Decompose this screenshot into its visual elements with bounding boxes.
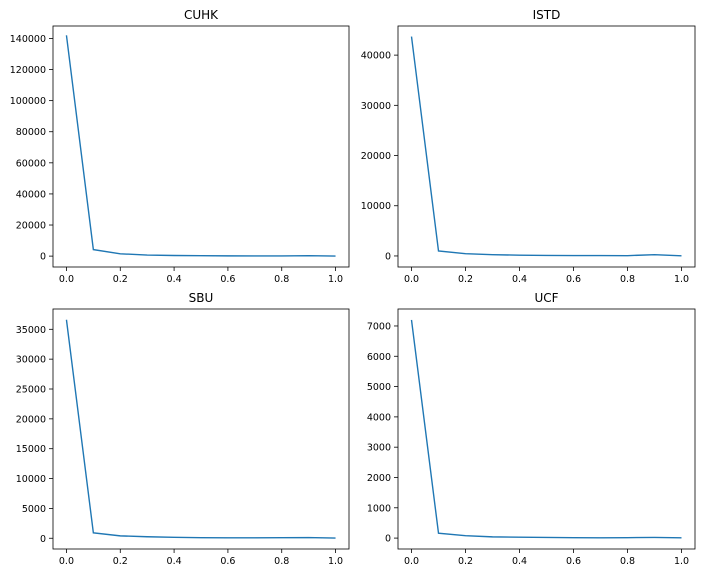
y-tick-label: 40000 <box>16 189 46 200</box>
x-tick-label: 0.2 <box>113 556 128 567</box>
series-line <box>410 36 682 257</box>
y-tick-label: 25000 <box>16 385 46 396</box>
x-tick-label: 1.0 <box>674 556 689 567</box>
x-tick-label: 0.6 <box>220 556 235 567</box>
x-tick-label: 0.4 <box>512 556 527 567</box>
y-tick-label: 10000 <box>361 201 391 212</box>
subplot-sbu: SBU 0.0 0.2 0.4 0.6 0.8 1.0 0 5000 10000 15000 200… <box>16 291 350 567</box>
axes-frame <box>397 308 696 550</box>
x-tick-label: 0.2 <box>458 556 473 567</box>
y-tick-label: 4000 <box>367 412 391 423</box>
y-tick-label: 140000 <box>10 34 46 45</box>
y-tick-label: 20000 <box>16 221 46 232</box>
y-tick-label: 20000 <box>361 151 391 162</box>
x-tick-label: 0.0 <box>59 556 74 567</box>
y-tick-label: 30000 <box>361 101 391 112</box>
y-tick-label: 0 <box>385 251 391 262</box>
series-line <box>410 319 682 539</box>
y-tick-label: 3000 <box>367 443 391 454</box>
subplot-title: CUHK <box>184 8 219 22</box>
subplot-title: SBU <box>189 291 214 305</box>
subplot-ucf: UCF 0.0 0.2 0.4 0.6 0.8 1.0 0 1000 2000 3000 4000 5… <box>367 291 696 567</box>
series-line <box>65 35 336 257</box>
y-tick-label: 10000 <box>16 474 46 485</box>
y-tick-label: 7000 <box>367 321 391 332</box>
y-tick-label: 35000 <box>16 325 46 336</box>
x-tick-label: 0.8 <box>274 556 289 567</box>
x-tick-label: 0.6 <box>566 556 581 567</box>
y-tick-label: 30000 <box>16 355 46 366</box>
y-tick-label: 80000 <box>16 127 46 138</box>
y-tick-label: 120000 <box>10 65 46 76</box>
x-tick-label: 1.0 <box>328 556 343 567</box>
x-tick-label: 0.0 <box>404 274 419 285</box>
y-tick-label: 6000 <box>367 352 391 363</box>
y-tick-label: 5000 <box>367 382 391 393</box>
y-tick-label: 1000 <box>367 503 391 514</box>
x-tick-label: 0.2 <box>458 274 473 285</box>
x-tick-label: 0.8 <box>620 274 635 285</box>
y-tick-label: 0 <box>40 252 46 263</box>
y-tick-label: 0 <box>385 534 391 545</box>
x-tick-label: 0.2 <box>113 274 128 285</box>
x-tick-label: 0.4 <box>167 556 182 567</box>
axes-frame <box>397 25 696 268</box>
y-tick-label: 100000 <box>10 96 46 107</box>
x-tick-label: 0.8 <box>620 556 635 567</box>
x-tick-label: 0.4 <box>512 274 527 285</box>
y-tick-label: 40000 <box>361 51 391 62</box>
y-tick-label: 2000 <box>367 473 391 484</box>
subplot-cuhk: CUHK 0.0 0.2 0.4 0.6 0.8 1.0 0 20000 40000 60000 8… <box>10 8 350 285</box>
x-tick-label: 0.0 <box>59 274 74 285</box>
subplot-title: ISTD <box>533 8 561 22</box>
x-tick-label: 1.0 <box>674 274 689 285</box>
axes-frame <box>52 25 350 268</box>
x-tick-label: 0.8 <box>274 274 289 285</box>
x-tick-label: 0.6 <box>566 274 581 285</box>
x-tick-label: 0.4 <box>167 274 182 285</box>
y-tick-label: 60000 <box>16 158 46 169</box>
subplot-title: UCF <box>534 291 558 305</box>
x-tick-label: 0.6 <box>220 274 235 285</box>
y-tick-label: 5000 <box>22 504 46 515</box>
x-tick-label: 0.0 <box>404 556 419 567</box>
subplot-istd: ISTD 0.0 0.2 0.4 0.6 0.8 1.0 0 10000 20000 30000 4… <box>361 8 696 285</box>
y-tick-label: 15000 <box>16 444 46 455</box>
axes-frame <box>52 308 350 550</box>
series-line <box>65 319 336 539</box>
y-tick-label: 20000 <box>16 414 46 425</box>
x-tick-label: 1.0 <box>328 274 343 285</box>
y-tick-label: 0 <box>40 534 46 545</box>
